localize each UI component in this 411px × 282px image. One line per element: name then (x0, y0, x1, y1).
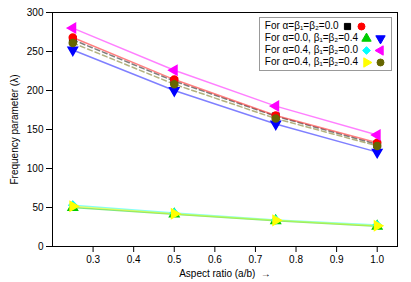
svg-text:0.9: 0.9 (330, 254, 344, 265)
svg-text:0.6: 0.6 (208, 254, 222, 265)
html-text:For α=0.4, β₁=β₂=0.0: For α=0.4, β₁=β₂=0.0 (264, 44, 358, 55)
svg-text:150: 150 (27, 124, 44, 135)
svg-text:1.0: 1.0 (370, 254, 384, 265)
svg-text:0: 0 (38, 241, 44, 252)
html-text:For α=β₁=β₂=0.0: For α=β₁=β₂=0.0 (264, 20, 339, 31)
svg-text:0.7: 0.7 (248, 254, 262, 265)
svg-text:Aspect ratio (a/b) →: Aspect ratio (a/b) → (179, 268, 271, 279)
svg-text:300: 300 (27, 7, 44, 18)
svg-text:0.3: 0.3 (86, 254, 100, 265)
html-text:For α=0.0, β₁=β₂=0.4: For α=0.0, β₁=β₂=0.4 (264, 32, 358, 43)
svg-text:250: 250 (27, 46, 44, 57)
svg-text:0.8: 0.8 (289, 254, 303, 265)
svg-text:Frequency parameter (λ): Frequency parameter (λ) (9, 74, 20, 184)
svg-text:0.5: 0.5 (167, 254, 181, 265)
svg-text:0.4: 0.4 (127, 254, 141, 265)
html-text:For α=0.4, β₁=β₂=0.4: For α=0.4, β₁=β₂=0.4 (264, 56, 358, 67)
svg-text:200: 200 (27, 85, 44, 96)
svg-text:100: 100 (27, 163, 44, 174)
svg-text:50: 50 (32, 202, 44, 213)
